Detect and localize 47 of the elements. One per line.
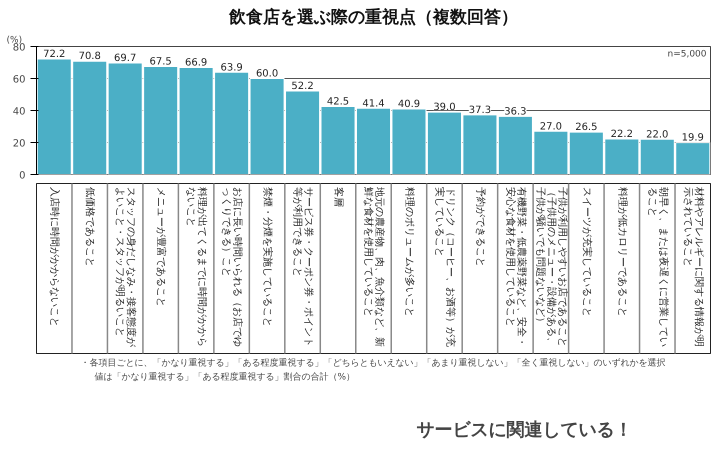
x-tick-label: 朝早く、または夜遅くに営業していること <box>646 186 670 347</box>
data-label: 26.5 <box>575 122 598 134</box>
x-tick-label: 料理が低カロリーであること <box>616 186 628 317</box>
data-label: 19.9 <box>682 132 704 144</box>
text: サービスに関連している！ <box>416 420 632 440</box>
text: ・各項目ごとに、「かなり重視する」「ある程度重視する」「どちらともいえない」「あまり重視しない」「全く重視しない」のいずれかを選択 <box>80 358 666 368</box>
data-label: 27.0 <box>540 121 562 132</box>
y-tick-label: 60 <box>12 74 26 86</box>
data-label: 67.5 <box>150 56 172 68</box>
x-tick-label: ドリンク（コーヒー、お酒等）が充実していること <box>433 186 456 347</box>
x-tick-label: 禁煙・分煙を実施していること <box>262 186 274 327</box>
x-tick-label: サービス券・クーポン券・ポイント等が利用できること <box>292 186 315 347</box>
data-label: 70.8 <box>78 51 101 62</box>
y-tick-label: 80 <box>12 42 26 54</box>
x-tick-label: 材料やアレルギーに関する情報が明示されていること <box>682 186 705 347</box>
x-tick-label: 子供が利用しやすいお店であること（子供用のメニュー・設備がある、子供が騒いでも問題ないなど） <box>534 186 568 347</box>
x-tick-label: スイーツが充実していること <box>580 186 593 317</box>
x-tick-label: メニューが豊富であること <box>155 186 168 307</box>
data-label: 69.7 <box>114 52 136 64</box>
data-label: 66.9 <box>185 57 208 68</box>
x-tick-label: 地元の農産物、肉、魚介類など、新鮮な食材を使用していること <box>362 186 386 347</box>
chart-title: 飲食店を選ぶ際の重視点（複数回答） <box>228 8 518 28</box>
x-tick-label: 料理が出てくるまでに時間がかからないこと <box>185 186 208 347</box>
data-label: 22.2 <box>610 128 633 140</box>
data-label: 37.3 <box>468 104 492 116</box>
data-label: 36.3 <box>504 106 527 118</box>
text: 値は「かなり重視する」「ある程度重視する」割合の合計（%） <box>94 372 356 382</box>
data-label: 72.2 <box>43 48 66 60</box>
data-label: 52.2 <box>291 80 314 92</box>
x-tick-label: 入店時に時間がかからないこと <box>48 186 61 327</box>
y-tick-label: 0 <box>19 170 26 182</box>
x-tick-label: 低価格であること <box>84 186 96 267</box>
x-tick-label: スタッフの身だしなみ・接客態度がよいこと・スタッフが明るいこと <box>114 186 138 348</box>
data-label: 60.0 <box>256 68 278 80</box>
data-label: 40.9 <box>398 99 420 110</box>
data-label: 22.0 <box>646 129 668 140</box>
x-tick-label: お店に長い時間いられる（お店でゆっくりできる）こと <box>220 186 244 347</box>
y-tick-label: 20 <box>12 138 26 150</box>
data-label: 63.9 <box>220 62 243 74</box>
x-tick-label: 有機野菜・低農薬野菜など、安全・安心な食材を使用していること <box>504 186 528 347</box>
x-tick-label: 客層 <box>332 186 345 207</box>
y-tick-label: 40 <box>12 106 26 118</box>
data-label: 42.5 <box>326 96 350 108</box>
x-tick-label: 予約ができること <box>474 186 486 267</box>
x-tick-label: 料理のボリュームが多いこと <box>403 186 416 317</box>
annotation: n=5,000 <box>667 50 707 60</box>
data-label: 41.4 <box>362 98 385 110</box>
